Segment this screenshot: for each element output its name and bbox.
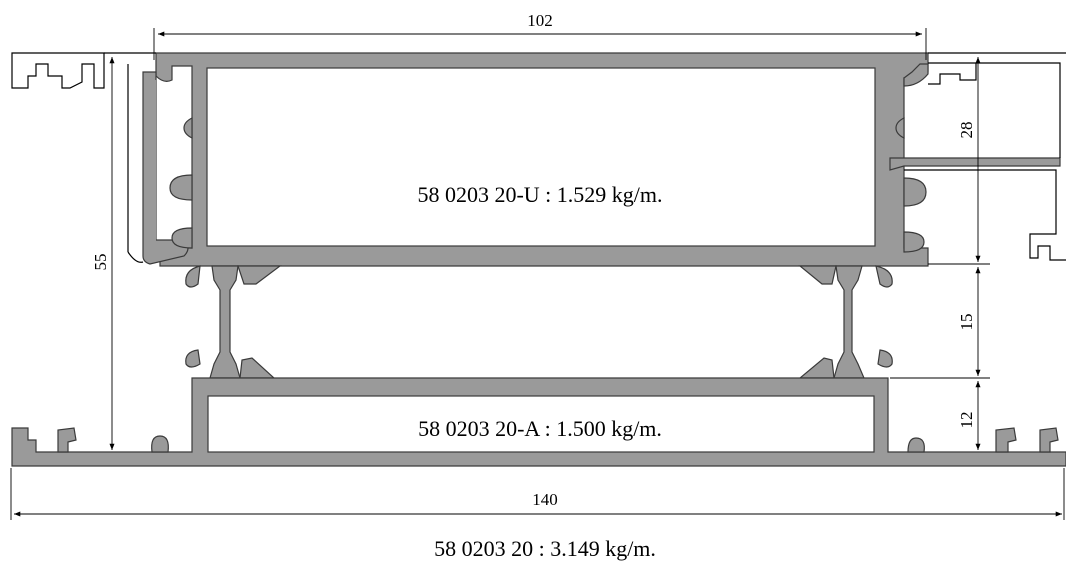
dimension-middle-height-label: 15	[957, 314, 976, 331]
dimension-top-width-label: 102	[527, 11, 553, 30]
dimension-right-chain: 28 15 12	[890, 57, 990, 450]
upper-right-lobe-1	[903, 177, 927, 207]
upper-left-lobe-2	[171, 227, 193, 249]
lower-profile-label: 58 0203 20-A : 1.500 kg/m.	[418, 416, 662, 441]
dimension-overall-height-label: 55	[91, 254, 110, 271]
dimension-upper-height-label: 28	[957, 122, 976, 139]
dimension-overall-width-label: 140	[532, 490, 558, 509]
upper-right-lobe-2	[903, 231, 925, 253]
upper-right-arm	[889, 157, 1061, 171]
left-ibar	[209, 265, 241, 379]
upper-profile	[142, 52, 1061, 267]
dimension-overall-height: 55	[91, 57, 115, 450]
dimension-overall-width: 140	[10, 468, 1065, 520]
dimension-lower-height-label: 12	[957, 412, 976, 429]
lower-profile	[11, 377, 1066, 467]
right-ibar	[833, 265, 865, 379]
assembly-label: 58 0203 20 : 3.149 kg/m.	[434, 536, 656, 561]
upper-left-lobe-1	[169, 174, 193, 201]
upper-profile-label: 58 0203 20-U : 1.529 kg/m.	[417, 182, 662, 207]
right-frame-top	[904, 52, 1066, 261]
middle-thermal-bridge	[185, 265, 893, 379]
dimension-top-width: 102	[153, 11, 927, 60]
upper-right-lobe-3	[895, 117, 905, 139]
lower-chamber	[207, 395, 875, 453]
upper-right-hook	[903, 63, 929, 87]
upper-left-lobe-3	[183, 117, 193, 139]
left-frame-top	[11, 52, 156, 263]
upper-chamber	[206, 67, 876, 247]
